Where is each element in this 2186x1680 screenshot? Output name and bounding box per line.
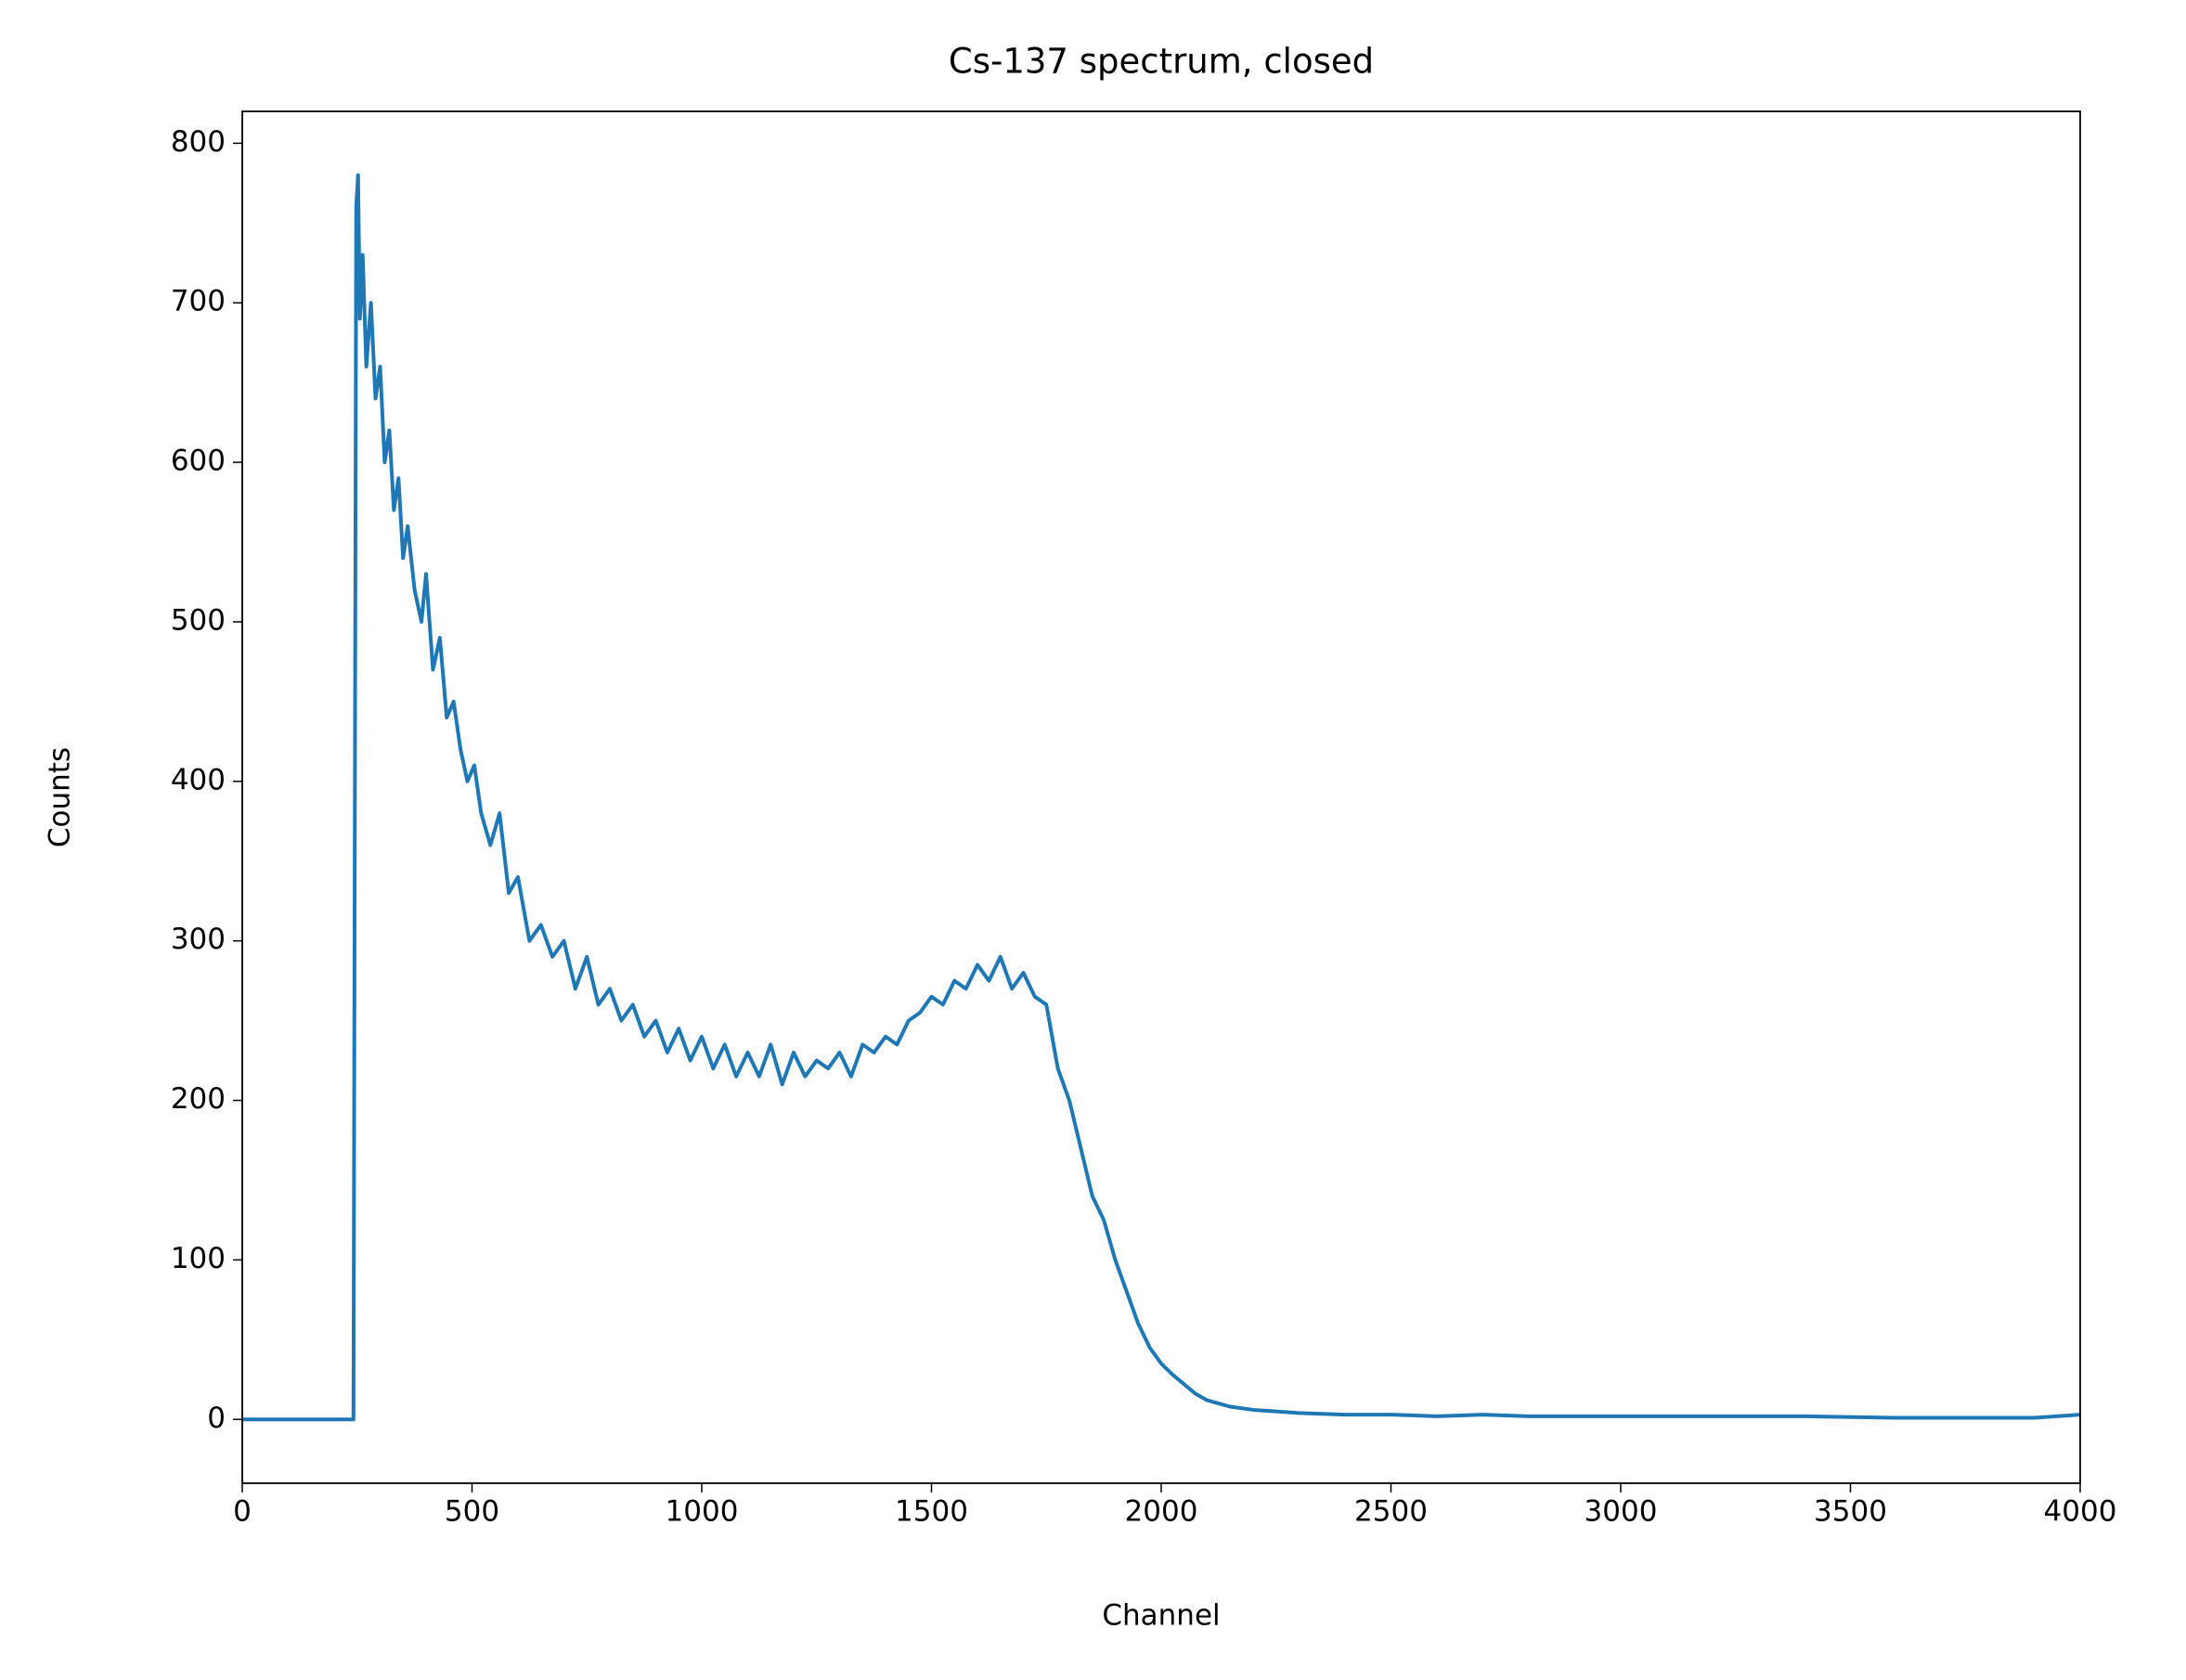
x-axis-label: Channel [1102,1599,1220,1633]
x-tick-label: 3500 [1814,1495,1887,1529]
x-tick-label: 3000 [1585,1495,1658,1529]
x-tick-label: 0 [233,1495,252,1529]
x-tick-label: 500 [445,1495,499,1529]
y-axis-label: Counts [44,747,77,847]
y-tick-label: 0 [207,1402,226,1435]
x-tick-label: 2000 [1125,1495,1198,1529]
data-line [242,173,2081,1422]
y-tick-label: 800 [171,125,226,159]
chart-title: Cs-137 spectrum, closed [949,42,1374,82]
y-tick-label: 600 [171,445,226,478]
y-tick-label: 400 [171,763,226,796]
x-tick-label: 2500 [1354,1495,1428,1529]
y-tick-label: 100 [171,1242,226,1275]
x-tick-label: 4000 [2044,1495,2117,1529]
y-tick-label: 200 [171,1082,226,1116]
y-tick-label: 500 [171,603,226,637]
y-tick-label: 300 [171,923,226,956]
x-tick-label: 1500 [895,1495,968,1529]
y-tick-label: 700 [171,285,226,318]
x-tick-label: 1000 [666,1495,739,1529]
plot-frame [241,110,2081,1484]
